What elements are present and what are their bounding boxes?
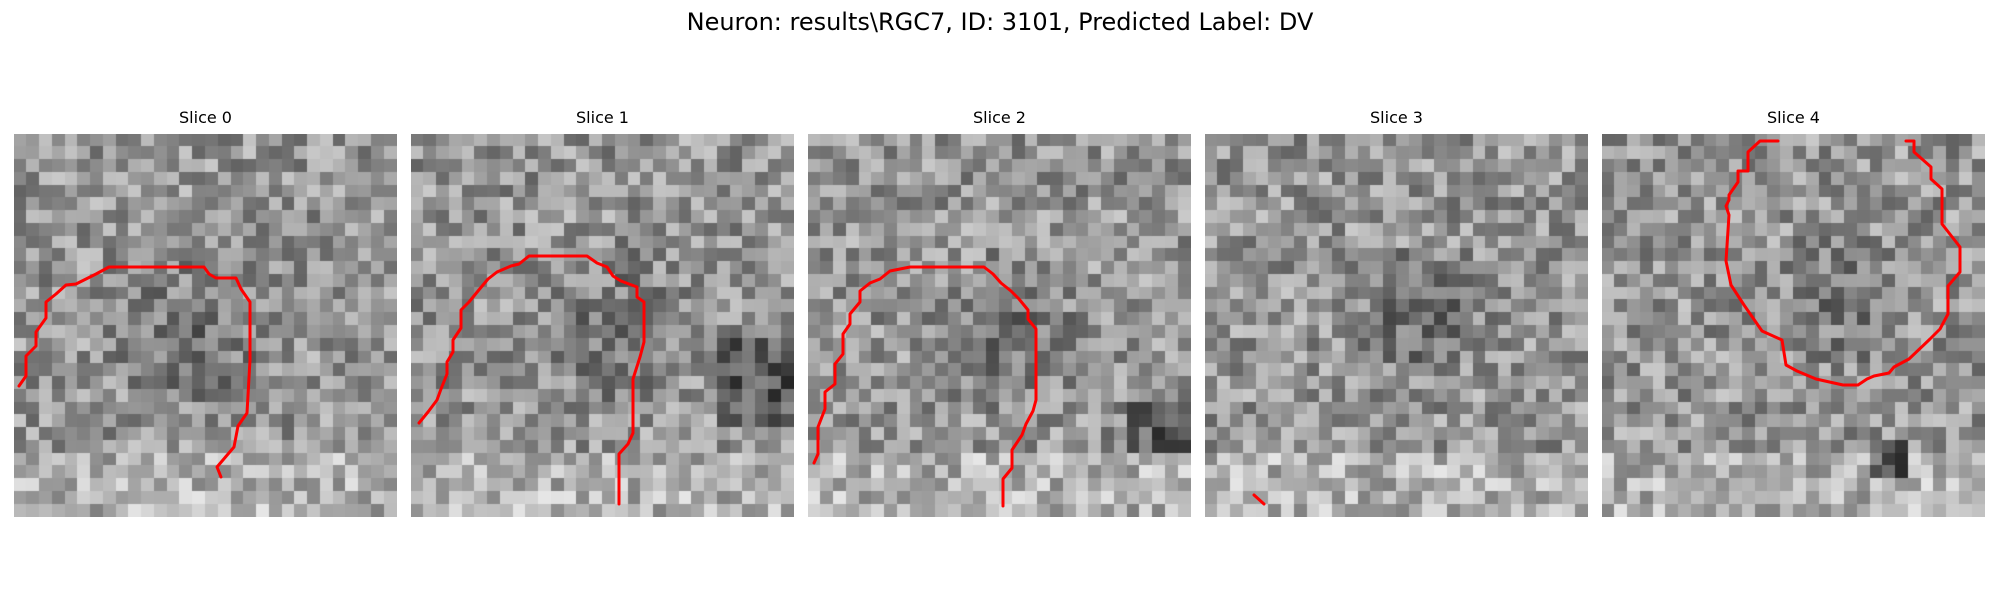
slice-image (411, 134, 794, 517)
slice-panel-1: Slice 1 (411, 108, 794, 517)
slice-panel-4: Slice 4 (1602, 108, 1985, 517)
slice-image (808, 134, 1191, 517)
slice-panel-0: Slice 0 (14, 108, 397, 517)
slice-image (1602, 134, 1985, 517)
slice-title: Slice 3 (1370, 108, 1423, 127)
slice-title: Slice 0 (179, 108, 232, 127)
slice-image (14, 134, 397, 517)
slice-title: Slice 4 (1767, 108, 1820, 127)
slice-panel-3: Slice 3 (1205, 108, 1588, 517)
roi-outline (17, 265, 252, 479)
slice-panel-2: Slice 2 (808, 108, 1191, 517)
roi-outline (1724, 139, 1962, 387)
roi-outline (417, 254, 646, 506)
figure-title: Neuron: results\RGC7, ID: 3101, Predicte… (686, 8, 1314, 36)
slice-title: Slice 2 (973, 108, 1026, 127)
roi-outline (1252, 493, 1266, 506)
slice-image (1205, 134, 1588, 517)
roi-outline (812, 265, 1038, 508)
slice-title: Slice 1 (576, 108, 629, 127)
